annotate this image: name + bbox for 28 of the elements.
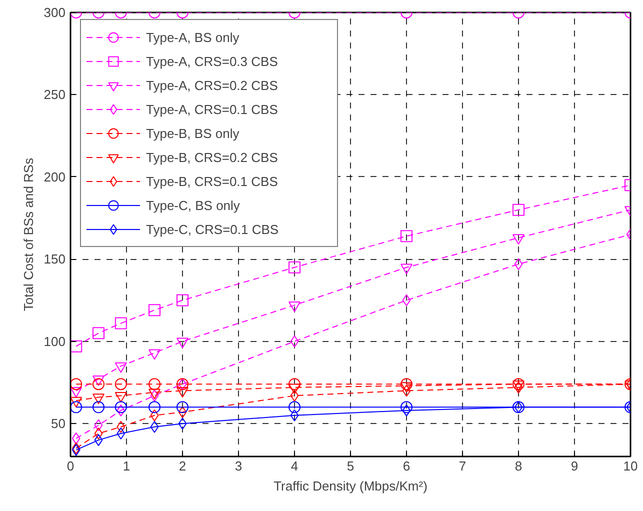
legend-label: Type-B, CRS=0.2 CBS [146, 148, 279, 167]
x-tick-label: 2 [178, 458, 186, 474]
y-tick-label: 200 [44, 169, 66, 184]
y-tick-label: 300 [44, 5, 66, 20]
y-tick-label: 150 [44, 252, 66, 267]
legend-label: Type-A, BS only [146, 28, 240, 47]
x-tick-label: 1 [122, 458, 130, 474]
y-tick-label: 50 [51, 416, 66, 432]
x-tick-label: 6 [402, 458, 410, 474]
x-tick-label: 7 [458, 458, 466, 474]
legend-label: Type-A, CRS=0.2 CBS [146, 76, 279, 95]
legend-label: Type-B, CRS=0.1 CBS [146, 172, 279, 191]
legend-label: Type-C, BS only [146, 196, 241, 215]
y-tick-label: 250 [44, 87, 66, 102]
x-tick-label: 5 [346, 458, 354, 474]
legend-label: Type-A, CRS=0.3 CBS [146, 52, 279, 71]
x-axis-title: Traffic Density (Mbps/Km²) [274, 478, 428, 494]
x-tick-label: 8 [514, 458, 522, 474]
x-tick-label: 4 [290, 458, 298, 474]
x-tick-label: 9 [570, 458, 578, 474]
y-tick-label: 100 [44, 334, 66, 349]
x-tick-label: 10 [623, 458, 638, 474]
x-tick-label: 3 [234, 458, 242, 474]
x-tick-label: 0 [66, 458, 74, 474]
legend-label: Type-C, CRS=0.1 CBS [146, 220, 280, 239]
legend-label: Type-B, BS only [146, 124, 240, 143]
y-axis-title: Total Cost of BSs and RSs [20, 157, 36, 312]
legend-label: Type-A, CRS=0.1 CBS [146, 100, 279, 119]
